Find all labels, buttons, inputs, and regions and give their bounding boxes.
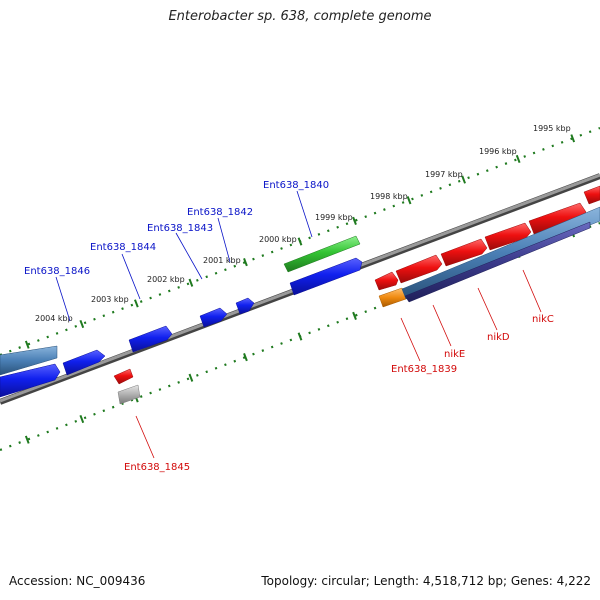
scale-label-2000: 2000 kbp bbox=[259, 235, 297, 244]
gene-Ent638_1840[interactable] bbox=[289, 257, 363, 296]
gene-labels: Ent638_1840 Ent638_1842 Ent638_1843 Ent6… bbox=[24, 180, 554, 473]
gene-label-leaders bbox=[55, 190, 542, 459]
gene-label-Ent638_1844[interactable]: Ent638_1844 bbox=[90, 242, 156, 253]
outer-ruler-tick bbox=[134, 299, 139, 308]
outer-ruler-tick bbox=[570, 134, 576, 143]
gene-Ent638_1844[interactable] bbox=[128, 325, 173, 353]
outer-ruler-tick bbox=[24, 340, 30, 349]
scale-labels: 1995 kbp 1996 kbp 1997 kbp 1998 kbp 1999… bbox=[35, 124, 571, 323]
accession-label: Accession: NC_009436 bbox=[9, 574, 146, 588]
gene-Ent638_1839-operon[interactable] bbox=[378, 287, 407, 308]
inner-ruler-tick bbox=[24, 435, 30, 444]
outer-ruler-tick bbox=[515, 154, 521, 164]
outer-ruler-tick bbox=[406, 196, 412, 205]
gene-label-nikE[interactable]: nikE bbox=[444, 349, 465, 360]
gene-Ent638_1846[interactable] bbox=[62, 349, 106, 376]
scale-label-2002: 2002 kbp bbox=[147, 275, 185, 284]
inner-ruler-tick bbox=[243, 353, 248, 362]
gene-navy-track[interactable] bbox=[404, 221, 591, 303]
genome-stats-label: Topology: circular; Length: 4,518,712 bp… bbox=[261, 574, 591, 588]
inner-ruler-tick bbox=[352, 311, 357, 320]
gene-Ent638_1845[interactable] bbox=[113, 368, 134, 385]
gene-label-Ent638_1845[interactable]: Ent638_1845 bbox=[124, 462, 190, 473]
inner-ruler-tick bbox=[79, 414, 85, 424]
gene-label-Ent638_1843[interactable]: Ent638_1843 bbox=[147, 223, 213, 234]
gene-Ent638_1840-rna[interactable] bbox=[283, 235, 361, 273]
gene-Ent638_1842[interactable] bbox=[235, 297, 255, 315]
gene-label-nikC[interactable]: nikC bbox=[532, 314, 554, 325]
scale-label-1996: 1996 kbp bbox=[479, 147, 517, 156]
gene-Ent638_1839[interactable] bbox=[374, 271, 399, 291]
scale-label-1999: 1999 kbp bbox=[315, 213, 353, 222]
scale-label-1995: 1995 kbp bbox=[533, 124, 571, 133]
inner-ruler-tick bbox=[188, 373, 194, 382]
gene-nikC[interactable] bbox=[484, 222, 532, 251]
gene-nikE[interactable] bbox=[395, 254, 443, 284]
figure-title: Enterobacter sp. 638, complete genome bbox=[168, 9, 432, 24]
gene-Ent638_1843[interactable] bbox=[199, 307, 228, 328]
outer-ruler-ticks bbox=[24, 134, 576, 349]
scale-label-2001: 2001 kbp bbox=[203, 256, 241, 265]
outer-ruler-tick bbox=[352, 216, 357, 225]
gene-label-Ent638_1839[interactable]: Ent638_1839 bbox=[391, 364, 457, 375]
scale-label-1998: 1998 kbp bbox=[370, 192, 408, 201]
gene-cds-track[interactable] bbox=[401, 206, 600, 300]
scale-label-1997: 1997 kbp bbox=[425, 170, 463, 179]
gene-label-Ent638_1840[interactable]: Ent638_1840 bbox=[263, 180, 329, 191]
outer-ruler-tick bbox=[188, 278, 194, 287]
inner-ruler-tick bbox=[297, 332, 303, 341]
gene-left-forward[interactable] bbox=[0, 363, 61, 398]
gene-label-Ent638_1842[interactable]: Ent638_1842 bbox=[187, 207, 253, 218]
gene-nikD[interactable] bbox=[440, 238, 488, 267]
reverse-strand-genes bbox=[113, 185, 600, 405]
forward-strand-genes bbox=[0, 235, 363, 398]
outer-ruler-tick bbox=[243, 258, 248, 267]
gene-nikA[interactable] bbox=[583, 185, 600, 205]
gene-label-nikD[interactable]: nikD bbox=[487, 332, 510, 343]
scale-label-2004: 2004 kbp bbox=[35, 314, 73, 323]
gene-label-Ent638_1846[interactable]: Ent638_1846 bbox=[24, 266, 90, 277]
scale-label-2003: 2003 kbp bbox=[91, 295, 129, 304]
outer-ruler-tick bbox=[79, 319, 85, 329]
gene-left-cds-track[interactable] bbox=[0, 345, 58, 376]
gene-Ent638_1845-pseudo[interactable] bbox=[117, 384, 141, 405]
outer-ruler-tick bbox=[297, 237, 303, 246]
outer-ruler-tick bbox=[461, 175, 466, 184]
